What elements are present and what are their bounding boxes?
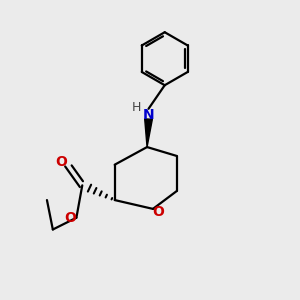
Polygon shape — [145, 119, 152, 147]
Text: O: O — [152, 206, 164, 219]
Text: N: N — [143, 108, 154, 122]
Text: O: O — [64, 211, 76, 225]
Text: H: H — [132, 101, 141, 114]
Text: O: O — [55, 155, 67, 169]
